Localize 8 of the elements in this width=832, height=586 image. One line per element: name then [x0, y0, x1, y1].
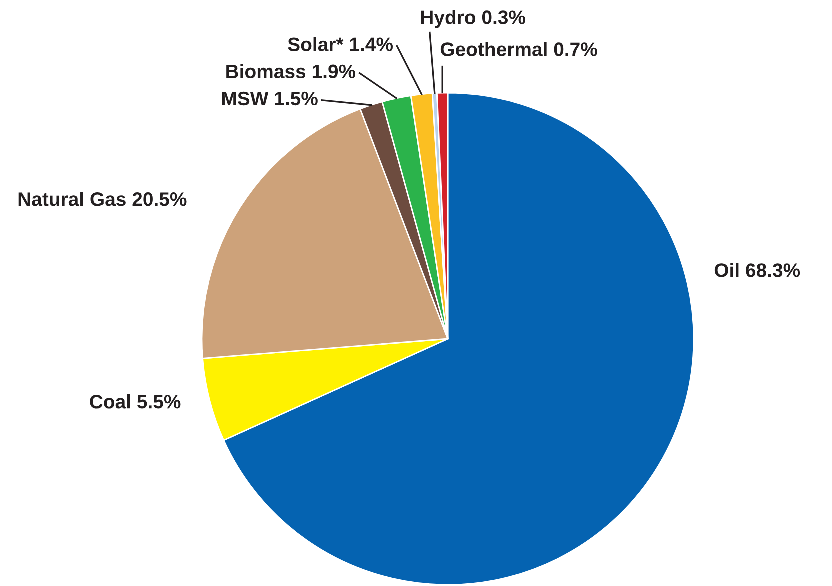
slice-label: Solar* 1.4%: [288, 37, 393, 52]
slice-label: Hydro 0.3%: [421, 10, 526, 28]
slice-label: Oil 68.3%: [714, 263, 800, 278]
slice-label: Biomass 1.9%: [226, 64, 356, 79]
slice-label: MSW 1.5%: [222, 92, 318, 106]
slice-label: Coal 5.5%: [90, 394, 181, 409]
slice-label: Natural Gas 20.5%: [18, 192, 187, 206]
slice-label: Geothermal 0.7%: [440, 42, 598, 56]
